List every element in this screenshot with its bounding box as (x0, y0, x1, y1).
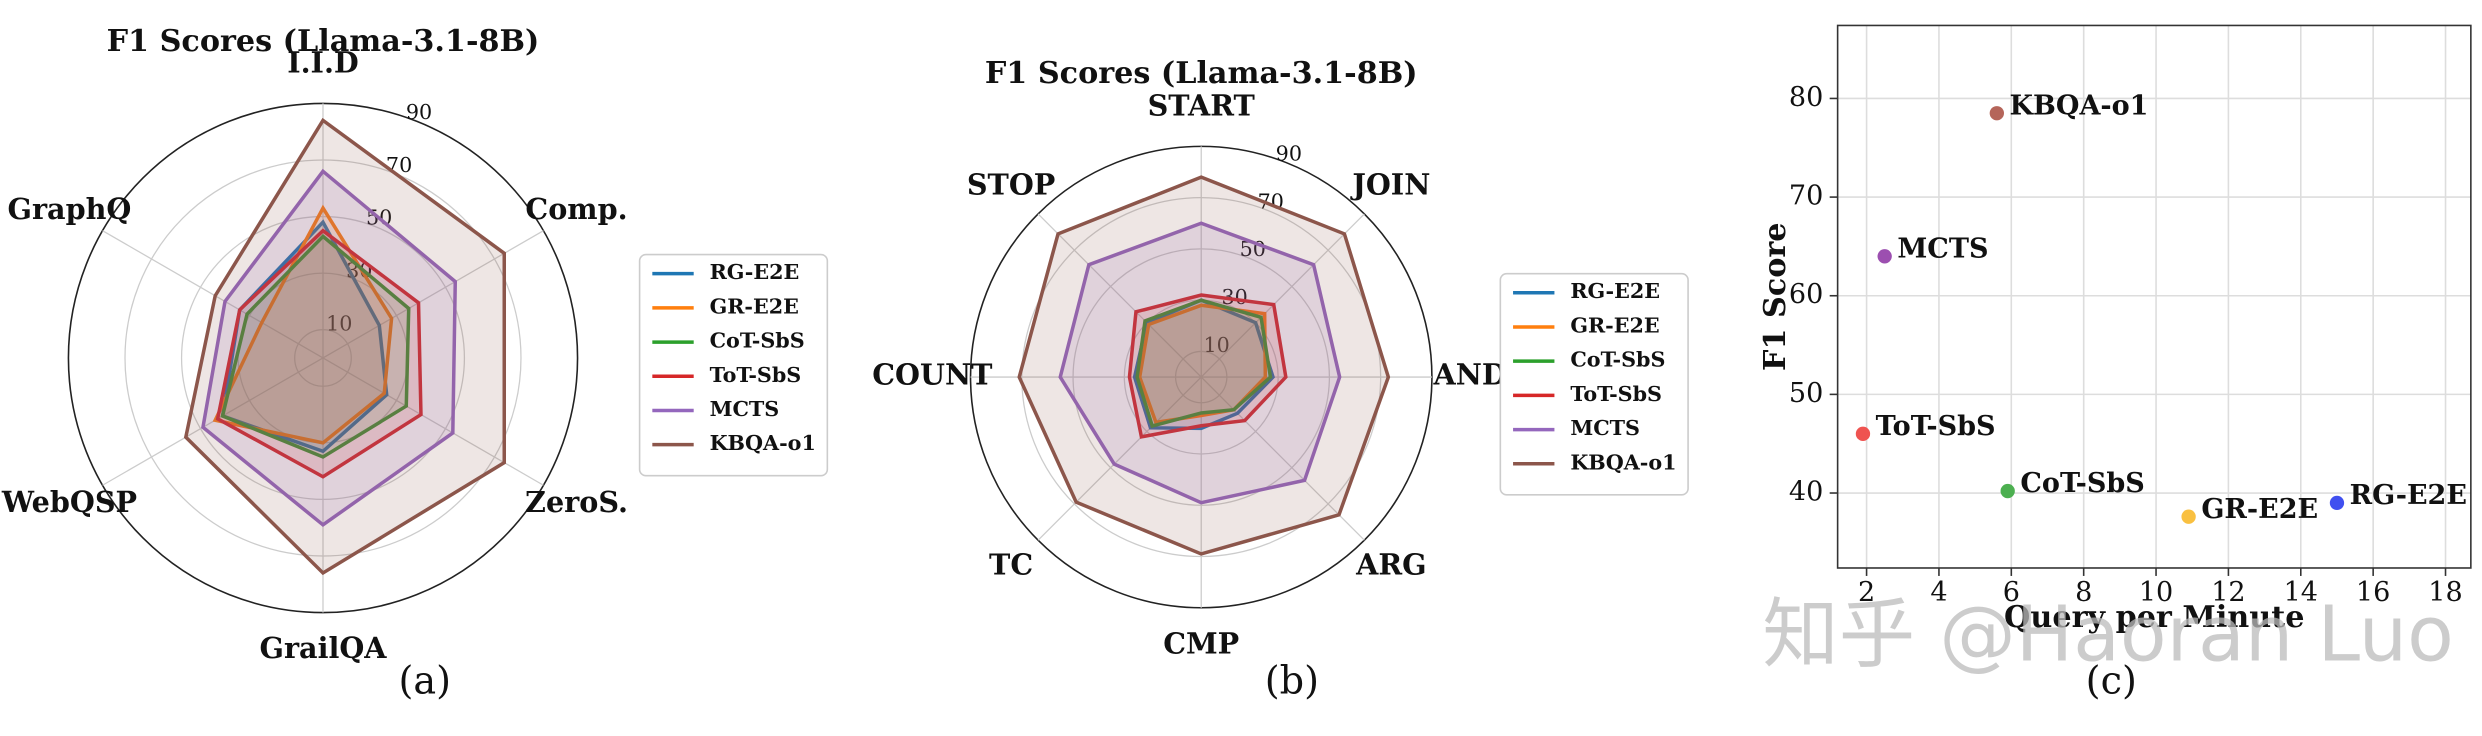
legend-label: RG-E2E (710, 260, 800, 284)
spoke (1200, 376, 1365, 541)
y-tick-label: 80 (1789, 82, 1823, 113)
axis-label: ZeroS. (525, 485, 628, 519)
point (1877, 249, 1892, 264)
spoke (1037, 376, 1202, 541)
axis-label: GrailQA (260, 631, 388, 665)
x-tick-label: 18 (2428, 577, 2462, 608)
legend-label: MCTS (1570, 416, 1640, 440)
x-tick-label: 6 (2003, 577, 2020, 608)
r-tick-label: 10 (326, 312, 352, 336)
series-area (220, 233, 411, 459)
legend-label: GR-E2E (1570, 313, 1659, 337)
axis-label: ARG (1355, 548, 1426, 582)
caption: (c) (2086, 660, 2137, 704)
legend-label: ToT-SbS (1570, 382, 1662, 406)
legend-label: GR-E2E (710, 294, 799, 318)
point (2000, 483, 2015, 499)
x-tick-label: 14 (2284, 577, 2318, 608)
legend-label: RG-E2E (1570, 279, 1660, 303)
x-axis-label: Query per Minute (2004, 600, 2304, 635)
axis-label: TC (989, 548, 1033, 582)
r-tick-label: 90 (1276, 141, 1302, 165)
series-area (201, 168, 458, 528)
x-tick-label: 8 (2075, 577, 2092, 608)
y-tick-label: 50 (1789, 378, 1823, 409)
point-label: RG-E2E (2350, 480, 2467, 511)
x-tick-label: 4 (1930, 577, 1947, 608)
spoke (322, 357, 544, 486)
y-tick-label: 70 (1789, 181, 1823, 212)
legend-label: CoT-SbS (710, 329, 805, 353)
caption: (a) (399, 660, 452, 704)
axis-label: WebQSP (1, 485, 137, 519)
axis-label: I.I.D (287, 46, 359, 80)
axis-label: AND (1433, 358, 1507, 392)
legend-box (638, 253, 829, 477)
spoke (1200, 213, 1365, 378)
point-label: GR-E2E (2201, 494, 2318, 525)
legend-box (1499, 272, 1689, 496)
spoke (1037, 213, 1202, 378)
y-axis-label: F1 Score (1758, 222, 1793, 371)
series-area (1135, 298, 1273, 429)
point (2181, 509, 2196, 524)
legend-label: KBQA-o1 (710, 431, 816, 455)
series-area (1017, 175, 1391, 556)
legend-label: CoT-SbS (1570, 348, 1665, 372)
caption: (b) (1265, 660, 1319, 704)
point-label: KBQA-o1 (2010, 90, 2149, 121)
x-tick-label: 2 (1858, 577, 1875, 608)
series-area (183, 117, 507, 576)
legend-label: KBQA-o1 (1570, 450, 1676, 474)
point-label: MCTS (1897, 233, 1988, 264)
point (1855, 426, 1871, 441)
point (1989, 106, 2004, 121)
plot-frame (1836, 24, 2472, 569)
r-tick-label: 70 (386, 153, 412, 177)
chart-title: F1 Scores (Llama-3.1-8B) (985, 56, 1418, 91)
x-tick-label: 16 (2356, 577, 2390, 608)
x-tick-label: 10 (2139, 577, 2173, 608)
spoke (322, 230, 544, 359)
chart-title: F1 Scores (Llama-3.1-8B) (107, 24, 540, 59)
series-area (1127, 293, 1288, 439)
spoke (102, 357, 324, 486)
axis-label: START (1148, 89, 1255, 123)
axis-label: COUNT (872, 358, 992, 392)
series-area (212, 204, 394, 445)
series-area (1058, 221, 1342, 505)
y-tick-label: 60 (1789, 279, 1823, 310)
point-label: ToT-SbS (1876, 411, 1996, 442)
axis-label: Comp. (525, 192, 627, 226)
axis-label: GraphQ (8, 192, 132, 226)
r-tick-label: 90 (406, 100, 432, 124)
point (2329, 495, 2345, 511)
point-label: CoT-SbS (2020, 468, 2144, 499)
y-tick-label: 40 (1789, 477, 1823, 508)
series-area (215, 228, 423, 479)
watermark: 知乎 @Haoran Luo (1762, 591, 2453, 680)
legend-label: ToT-SbS (710, 363, 802, 387)
spoke (102, 230, 324, 359)
axis-label: STOP (967, 167, 1055, 201)
axis-label: CMP (1163, 626, 1239, 660)
x-tick-label: 12 (2211, 577, 2245, 608)
legend-label: MCTS (710, 397, 780, 421)
axis-label: JOIN (1349, 167, 1430, 201)
